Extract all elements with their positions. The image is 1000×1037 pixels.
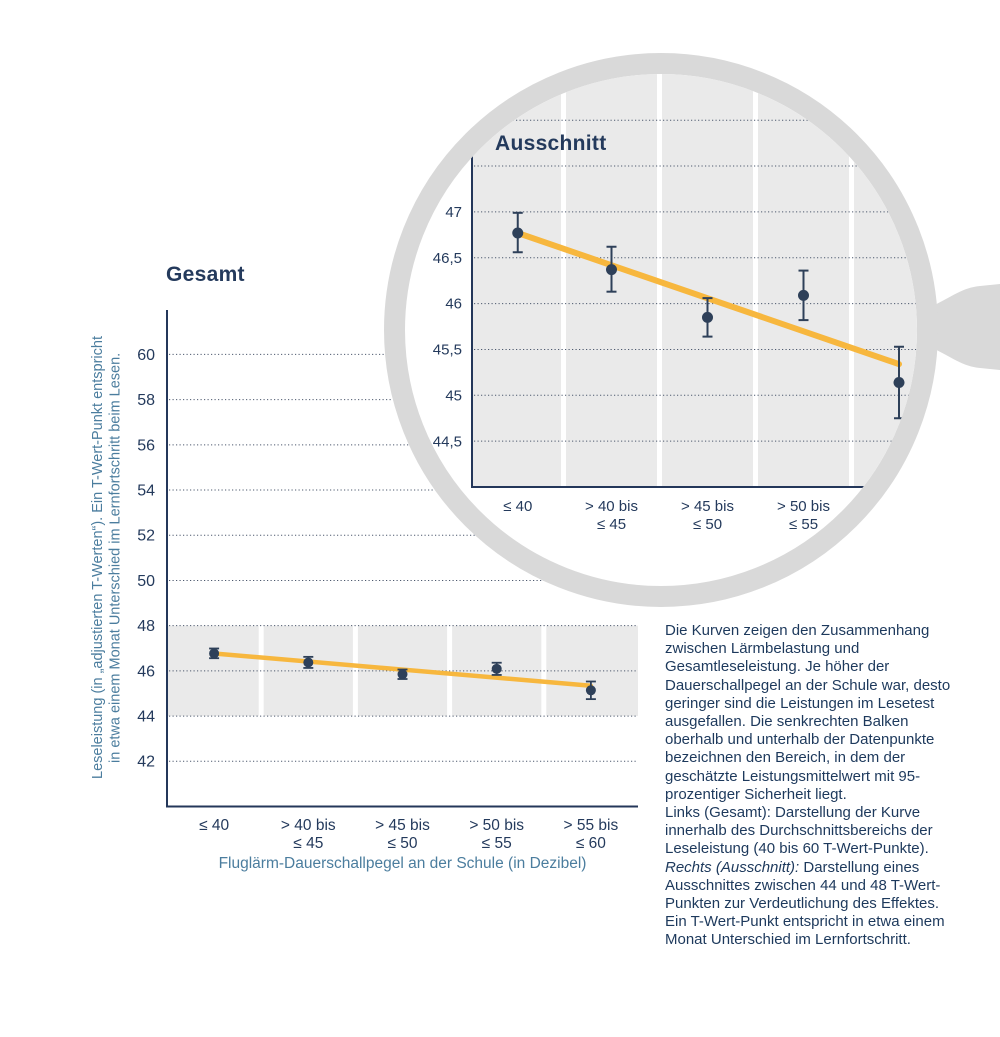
x-category-label: ≤ 40 <box>199 817 229 834</box>
ausschnitt-chart-title: Ausschnitt <box>495 132 607 155</box>
magnifier-handle <box>925 284 1000 370</box>
x-category-label: ≤ 50 <box>693 516 722 533</box>
caption-rechts-label: Rechts (Ausschnitt): <box>665 858 800 876</box>
data-point <box>585 685 596 696</box>
x-category-label: > 55 bis <box>564 817 619 834</box>
data-point <box>512 227 524 239</box>
caption-paragraph-rechts: Rechts (Ausschnitt): Darstellung eines A… <box>665 859 957 950</box>
magnifier-lens: 47 46,5 46 45,5 45 44,5 ≤ 40 > 40 bis ≤ 45 > 45 b… <box>384 53 938 607</box>
caption: Die Kurven zeigen den Zusammenhang zwisc… <box>665 622 957 950</box>
x-category-label: > 40 bis <box>281 817 336 834</box>
y-tick-label: 60 <box>137 347 155 364</box>
x-category-label: > 45 bis <box>375 817 430 834</box>
x-category-label: ≤ 45 <box>597 516 626 533</box>
x-category-label: ≤ 50 <box>387 835 417 852</box>
data-point <box>303 657 314 668</box>
x-category-label: > 40 bis <box>585 498 638 515</box>
ausschnitt-chart: 47 46,5 46 45,5 45 44,5 ≤ 40 > 40 bis≤ 45 > 45 b… <box>433 74 917 533</box>
y-tick-label: 50 <box>137 573 155 590</box>
x-category-label: ≤ 55 <box>789 516 818 533</box>
magnifier-handle-shape <box>925 284 1000 370</box>
caption-paragraph-main: Die Kurven zeigen den Zusammenhang zwisc… <box>665 622 951 803</box>
data-point <box>893 376 905 388</box>
caption-paragraph-links: Links (Gesamt): Darstellung der Kurve in… <box>665 804 957 859</box>
gesamt-x-axis-label: Fluglärm-Dauerschallpegel an der Schule … <box>218 855 587 872</box>
data-point <box>491 663 502 674</box>
caption-links-text: Darstellung der Kurve innerhalb des Durc… <box>665 804 933 858</box>
y-tick-label: 45 <box>445 387 462 404</box>
data-point <box>397 669 408 680</box>
data-point <box>702 311 713 323</box>
y-tick-label: 46,5 <box>433 250 462 267</box>
data-point <box>798 289 809 301</box>
x-category-label: ≤ 45 <box>293 835 323 852</box>
band-gap <box>753 74 758 487</box>
data-point <box>606 264 617 276</box>
y-tick-label: 46 <box>445 296 462 313</box>
band-gap <box>561 74 566 487</box>
gesamt-y-axis-label: Leseleistung (in „adjustierten T-Werten“… <box>90 336 124 779</box>
x-category-label: ≤ 40 <box>503 498 532 515</box>
y-tick-label: 52 <box>137 528 155 545</box>
y-tick-label: 54 <box>137 482 155 499</box>
x-category-label: > 45 bis <box>681 498 734 515</box>
caption-rechts-text: Darstellung eines Ausschnittes zwischen … <box>665 858 945 949</box>
x-category-label: ≤ 60 <box>576 835 606 852</box>
y-tick-label: 48 <box>137 618 155 635</box>
y-tick-label: 44,5 <box>433 433 462 450</box>
x-category-label: ≤ 55 <box>482 835 512 852</box>
y-tick-label: 47 <box>445 204 462 221</box>
y-tick-label: 44 <box>137 709 155 726</box>
y-tick-label: 56 <box>137 437 155 454</box>
gesamt-chart-title: Gesamt <box>166 263 245 286</box>
x-category-label: > 50 bis <box>469 817 524 834</box>
y-tick-label: 46 <box>137 663 155 680</box>
y-tick-label: 45,5 <box>433 342 462 359</box>
x-category-label: > 50 bis <box>777 498 830 515</box>
band-gap <box>849 74 854 487</box>
caption-links-label: Links (Gesamt): <box>665 804 771 822</box>
data-point <box>209 648 220 659</box>
y-tick-label: 58 <box>137 392 155 409</box>
y-tick-label: 42 <box>137 754 155 771</box>
